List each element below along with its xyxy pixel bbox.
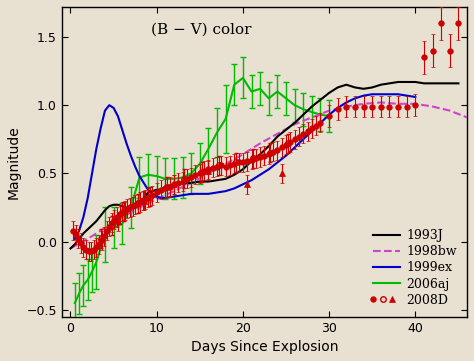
X-axis label: Days Since Explosion: Days Since Explosion: [191, 340, 338, 354]
Y-axis label: Magnitude: Magnitude: [7, 125, 21, 199]
Text: (B − V) color: (B − V) color: [151, 22, 252, 36]
Legend: 1993J, 1998bw, 1999ex, 2006aj, 2008D: 1993J, 1998bw, 1999ex, 2006aj, 2008D: [369, 225, 461, 310]
